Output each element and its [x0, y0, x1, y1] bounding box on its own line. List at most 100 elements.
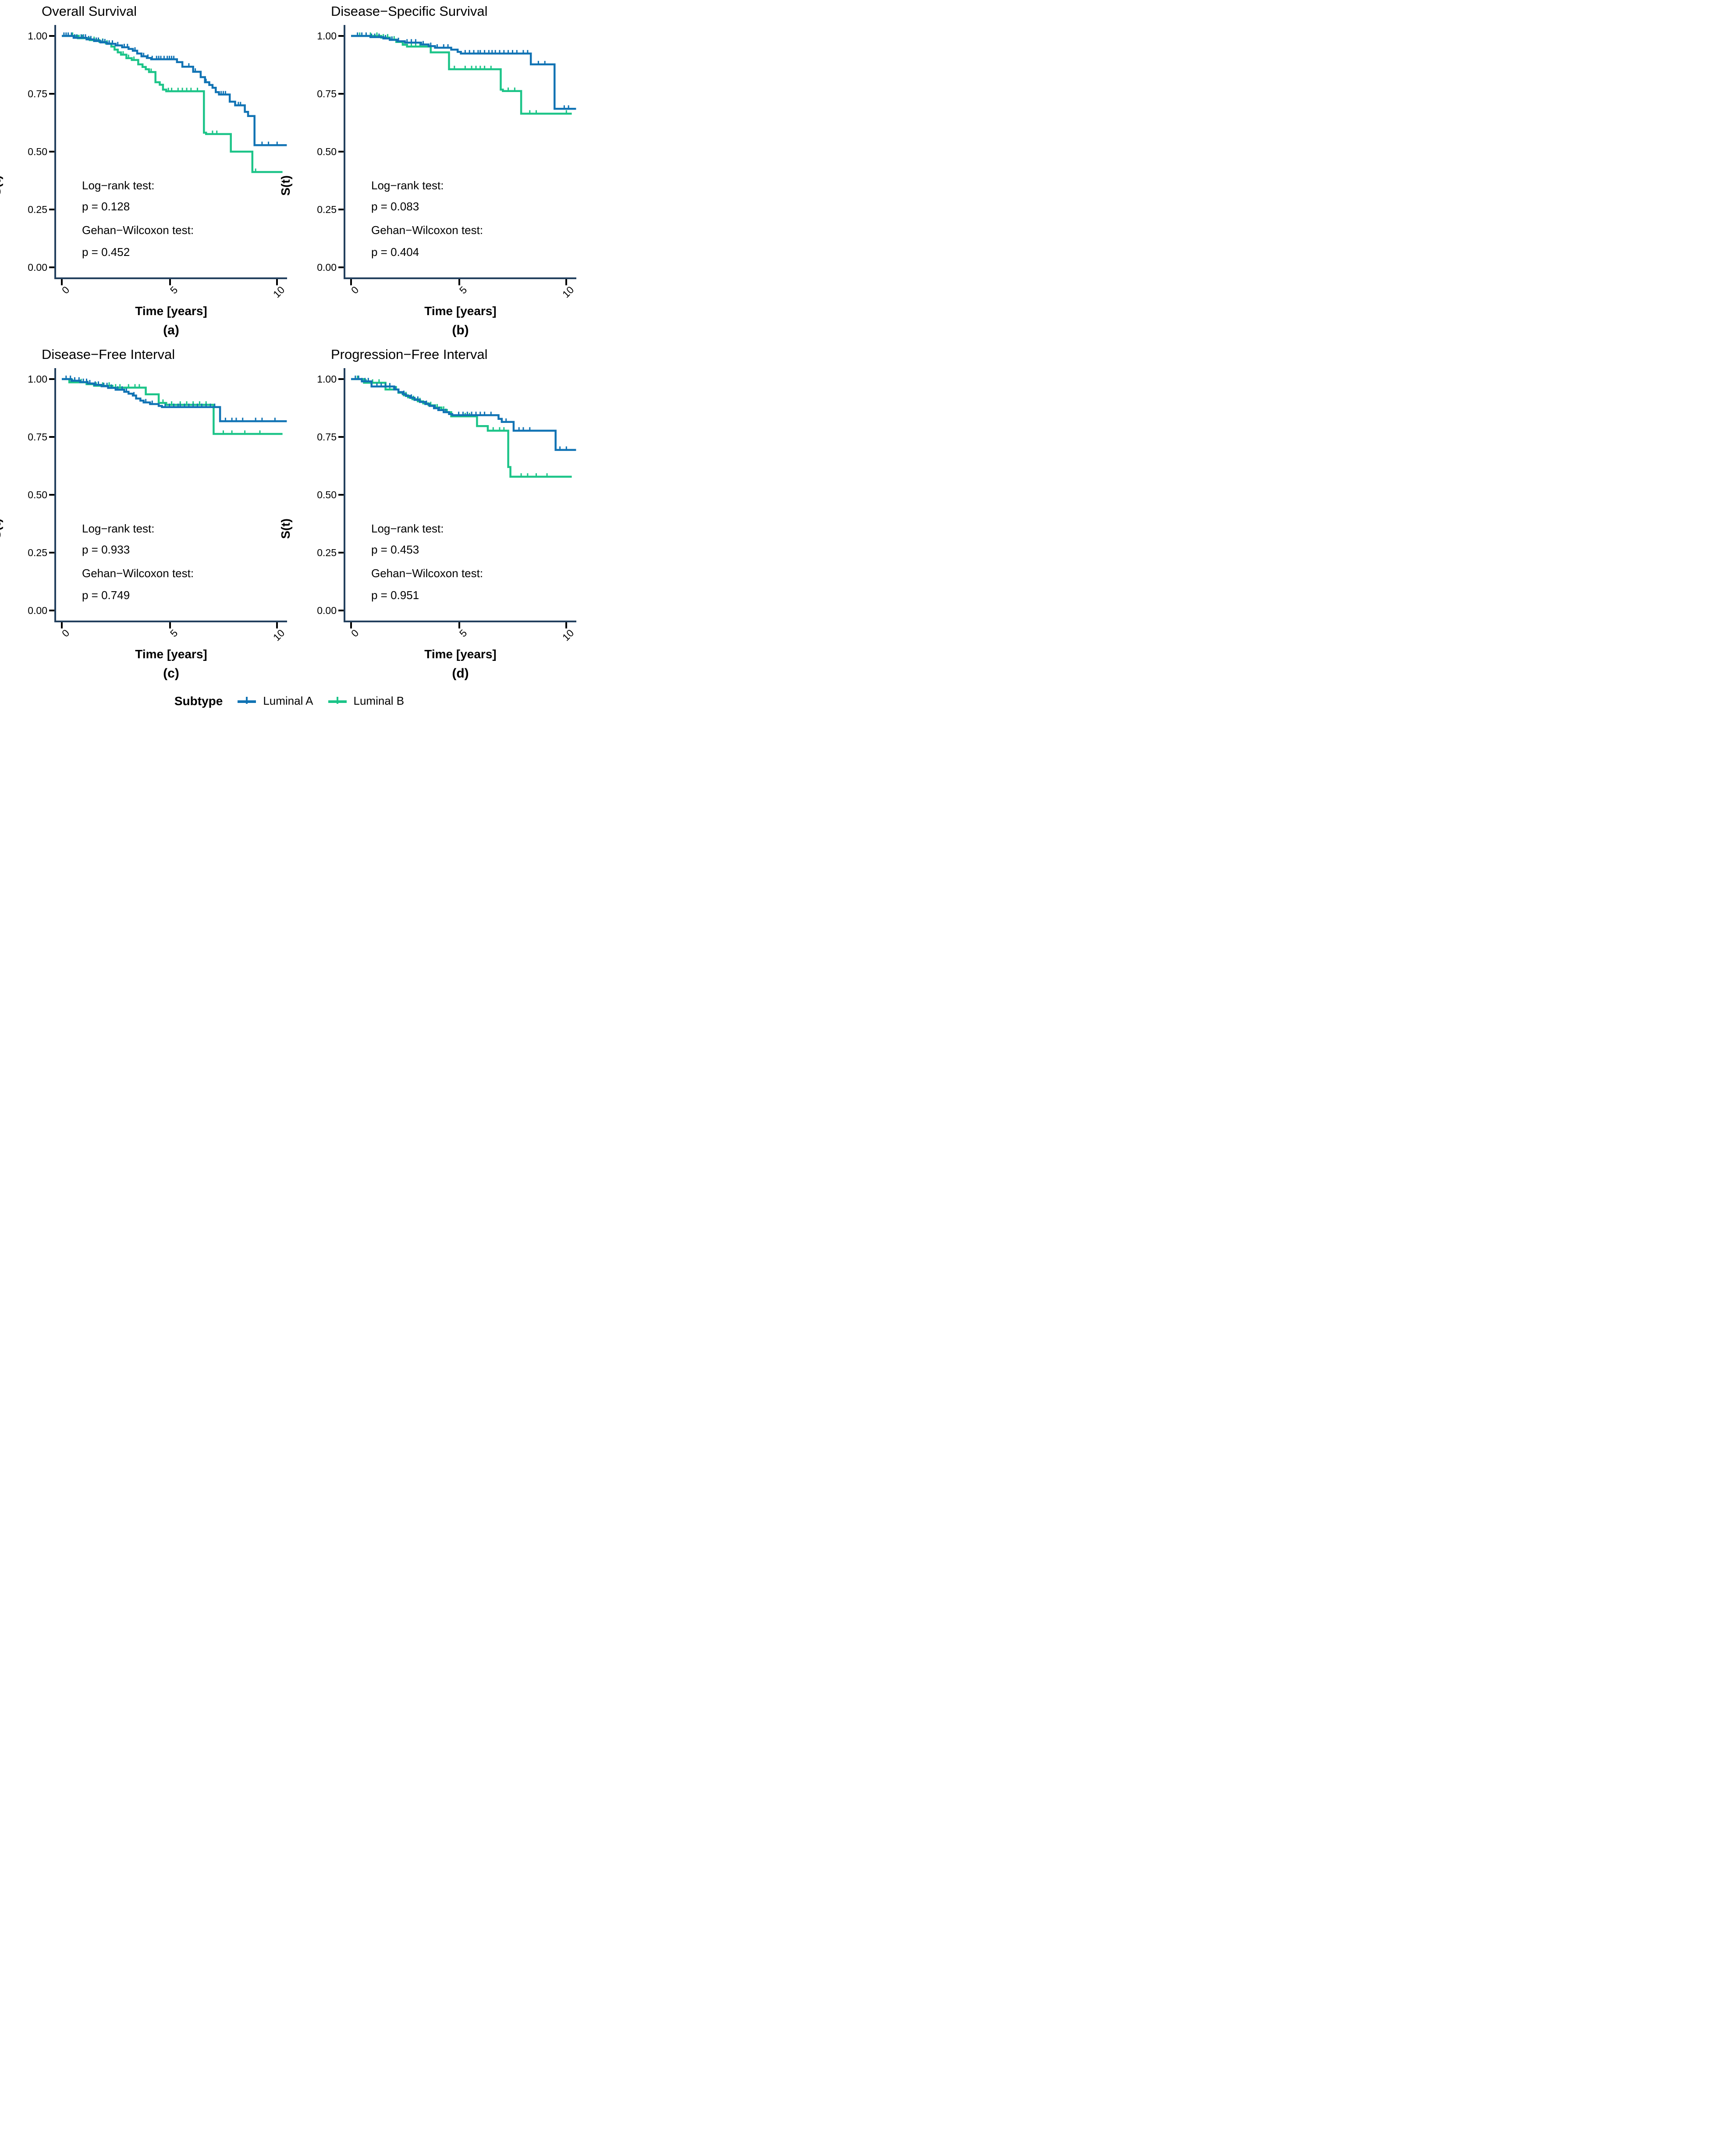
logrank-test-label: Log−rank test:: [82, 522, 155, 535]
y-tick: [49, 436, 54, 438]
y-axis-line: [344, 368, 345, 622]
legend-item-luminal-a: Luminal A: [238, 694, 313, 708]
legend-item-luminal-b: Luminal B: [328, 694, 405, 708]
y-tick-label: 1.00: [317, 373, 337, 385]
panel-title: Overall Survival: [42, 4, 137, 19]
y-tick: [338, 552, 344, 554]
legend-label-luminal-b: Luminal B: [353, 694, 405, 707]
y-tick-label: 0.75: [317, 88, 337, 99]
y-tick-label: 0.00: [28, 262, 47, 273]
x-tick: [169, 279, 171, 285]
x-tick: [350, 622, 352, 628]
x-axis-title: Time [years]: [135, 304, 207, 318]
y-tick-label: 0.00: [28, 605, 47, 616]
x-axis-title: Time [years]: [424, 647, 497, 661]
legend-title: Subtype: [174, 694, 223, 708]
legend-key-censor-tick: [336, 696, 338, 704]
x-tick: [565, 622, 567, 628]
x-axis-line: [344, 277, 576, 279]
x-tick: [169, 622, 171, 628]
y-tick-label: 0.75: [317, 431, 337, 443]
y-tick: [338, 494, 344, 496]
survival-step-line: [62, 378, 283, 435]
y-tick-label: 0.25: [28, 547, 47, 558]
y-tick-label: 0.75: [28, 88, 47, 99]
km-curve-luminal-a: [351, 32, 576, 110]
x-tick: [61, 622, 63, 628]
logrank-test-label: Log−rank test:: [371, 179, 444, 192]
y-tick: [338, 209, 344, 210]
legend-key-censor-tick: [246, 696, 248, 704]
x-tick: [458, 279, 460, 285]
km-curve-luminal-b: [351, 32, 572, 115]
km-curve-luminal-a: [62, 376, 287, 422]
y-tick-label: 0.50: [28, 489, 47, 500]
km-curve-luminal-b: [62, 378, 283, 435]
x-tick: [61, 279, 63, 285]
y-tick-label: 0.25: [28, 204, 47, 215]
km-curve-luminal-b: [62, 32, 283, 173]
y-tick-label: 1.00: [28, 373, 47, 385]
wilcoxon-p-value: p = 0.951: [371, 589, 419, 602]
logrank-test-label: Log−rank test:: [371, 522, 444, 535]
km-curve-luminal-a: [62, 32, 287, 146]
y-tick: [338, 93, 344, 95]
y-tick-label: 0.50: [28, 146, 47, 157]
wilcoxon-test-label: Gehan−Wilcoxon test:: [371, 567, 483, 580]
y-tick-label: 0.00: [317, 262, 337, 273]
y-tick-label: 1.00: [28, 30, 47, 42]
panel-c: Disease−Free Interval S(t) 1.00 0.75 0.5…: [0, 343, 289, 686]
wilcoxon-test-label: Gehan−Wilcoxon test:: [82, 224, 194, 237]
y-axis-line: [344, 25, 345, 279]
panel-caption: (d): [452, 666, 469, 681]
panel-b: Disease−Specific Survival S(t) 1.00 0.75…: [279, 0, 579, 343]
km-curves-plot: [62, 376, 287, 435]
panel-caption: (c): [163, 666, 179, 681]
y-tick-label: 0.50: [317, 489, 337, 500]
wilcoxon-p-value: p = 0.749: [82, 589, 130, 602]
wilcoxon-p-value: p = 0.404: [371, 245, 419, 259]
x-tick: [350, 279, 352, 285]
y-tick-label: 0.25: [317, 204, 337, 215]
x-axis-title: Time [years]: [135, 647, 207, 661]
wilcoxon-test-label: Gehan−Wilcoxon test:: [371, 224, 483, 237]
panel-a: Overall Survival S(t) 1.00 0.75 0.50 0.2…: [0, 0, 289, 343]
y-tick-label: 0.00: [317, 605, 337, 616]
y-tick: [338, 436, 344, 438]
y-tick: [338, 151, 344, 153]
y-tick: [49, 151, 54, 153]
legend-label-luminal-a: Luminal A: [263, 694, 313, 707]
y-tick-label: 0.50: [317, 146, 337, 157]
panel-caption: (b): [452, 323, 469, 337]
y-tick: [338, 266, 344, 268]
y-tick-label: 1.00: [317, 30, 337, 42]
x-tick: [276, 622, 278, 628]
panel-title: Disease−Free Interval: [42, 347, 175, 362]
y-tick: [49, 552, 54, 554]
legend-key-luminal-b-icon: [328, 696, 347, 707]
survival-step-line: [62, 378, 287, 422]
logrank-p-value: p = 0.128: [82, 200, 130, 213]
y-tick-label: 0.25: [317, 547, 337, 558]
wilcoxon-test-label: Gehan−Wilcoxon test:: [82, 567, 194, 580]
y-axis-line: [54, 25, 56, 279]
km-curve-luminal-b: [351, 376, 572, 478]
km-curves-plot: [351, 32, 576, 115]
panel-d: Progression−Free Interval S(t) 1.00 0.75…: [279, 343, 579, 686]
x-axis-title: Time [years]: [424, 304, 497, 318]
y-tick: [338, 378, 344, 380]
y-tick: [49, 494, 54, 496]
x-axis-line: [54, 277, 287, 279]
y-tick: [49, 35, 54, 37]
km-survival-figure: Overall Survival S(t) 1.00 0.75 0.50 0.2…: [0, 0, 579, 718]
panel-caption: (a): [163, 323, 179, 337]
x-tick: [458, 622, 460, 628]
legend: Subtype Luminal A Luminal B: [0, 684, 579, 718]
y-tick: [338, 610, 344, 611]
y-tick: [49, 378, 54, 380]
survival-step-line: [62, 35, 283, 173]
wilcoxon-p-value: p = 0.452: [82, 245, 130, 259]
y-tick: [49, 209, 54, 210]
survival-step-line: [62, 35, 287, 146]
x-tick: [276, 279, 278, 285]
